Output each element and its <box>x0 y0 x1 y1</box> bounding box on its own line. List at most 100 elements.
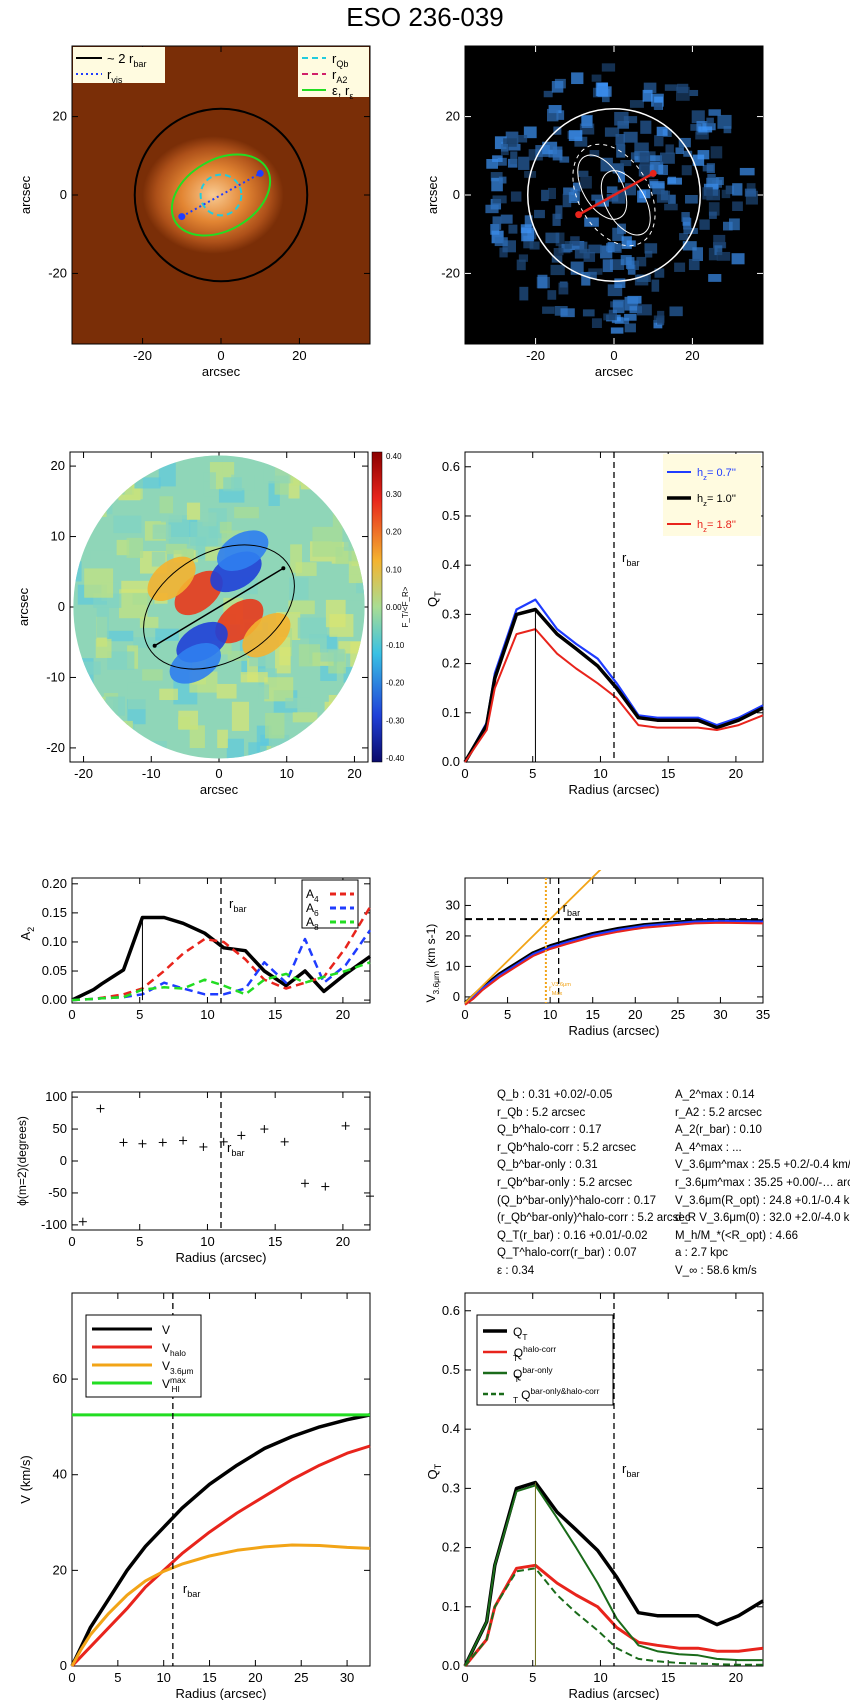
signal-pixel <box>490 172 503 182</box>
signal-pixel <box>602 259 613 273</box>
x-tick-label: 25 <box>294 1670 308 1685</box>
rbar-label: rbar <box>563 900 581 918</box>
signal-pixel <box>558 282 569 295</box>
signal-pixel <box>571 72 584 85</box>
x-tick-label: 5 <box>136 1234 143 1249</box>
x-tick-label: 5 <box>114 1670 121 1685</box>
y-tick-label: 0.4 <box>442 557 460 572</box>
colorbar-tick-label: 0.10 <box>386 565 402 574</box>
signal-pixel <box>721 189 731 199</box>
x-tick-label: 0 <box>215 766 222 781</box>
signal-pixel <box>695 131 709 140</box>
phase-point <box>260 1125 269 1134</box>
legend-label: V3.6μm <box>162 1359 193 1376</box>
signal-pixel <box>494 136 507 150</box>
map-cell <box>341 490 363 504</box>
y-tick-label: -10 <box>46 669 65 684</box>
phase-point <box>199 1142 208 1151</box>
legend-label: QT <box>513 1325 527 1342</box>
y-tick-label: 30 <box>446 897 460 912</box>
signal-pixel <box>698 126 713 133</box>
series-line <box>71 906 372 1002</box>
stat-line: Q_T(r_bar) : 0.16 +0.01/-0.02 <box>497 1229 648 1242</box>
x-tick-label: 0 <box>461 766 468 781</box>
stats-right-column: A_2^max : 0.14 r_A2 : 5.2 arcsec A_2(r_bar… <box>675 1087 850 1281</box>
y-tick-label: -20 <box>46 740 65 755</box>
stat-line: A_2^max : 0.14 <box>675 1089 755 1101</box>
map-cell <box>105 630 134 642</box>
map-cell <box>73 561 82 582</box>
signal-pixel <box>485 204 499 214</box>
y-tick-label: 0.1 <box>442 1599 460 1614</box>
signal-pixel <box>534 209 545 219</box>
map-cell <box>95 638 112 658</box>
series-line <box>463 607 764 763</box>
signal-pixel <box>708 247 718 261</box>
signal-pixel <box>552 213 561 226</box>
signal-pixel <box>679 233 689 241</box>
map-cell <box>348 689 361 702</box>
signal-pixel <box>508 224 518 234</box>
map-cell <box>247 657 258 682</box>
signal-pixel <box>617 171 625 183</box>
map-cell <box>348 494 365 506</box>
signal-pixel <box>492 216 502 230</box>
map-cell <box>289 577 309 600</box>
qb-circle <box>199 173 243 217</box>
signal-pixel <box>714 245 723 256</box>
stat-line: r_Qb^bar-only : 5.2 arcsec <box>497 1176 633 1189</box>
signal-pixel <box>494 237 508 247</box>
force-lobe <box>147 556 196 602</box>
signal-pixel <box>568 192 580 204</box>
series-line <box>464 1484 763 1667</box>
phase-point <box>341 1121 350 1130</box>
legend-label: A6 <box>306 901 319 918</box>
map-cell <box>126 537 144 558</box>
signal-pixel <box>490 198 502 210</box>
signal-pixel <box>723 126 732 134</box>
signal-pixel <box>499 247 508 258</box>
signal-pixel <box>664 84 679 91</box>
map-cell <box>73 481 82 502</box>
signal-pixel <box>644 243 658 254</box>
x-tick-label: -20 <box>74 766 93 781</box>
signal-pixel <box>518 156 530 170</box>
signal-pixel <box>706 163 715 174</box>
map-cell <box>356 580 365 594</box>
signal-pixel <box>620 159 632 167</box>
legend-label: A8 <box>306 915 319 932</box>
signal-pixel <box>623 131 638 143</box>
x-tick-label: 10 <box>200 1234 214 1249</box>
signal-pixel <box>542 306 555 314</box>
map-cell <box>178 716 191 730</box>
y-axis-label: arcsec <box>425 175 440 214</box>
stat-line: Q_b^halo-corr : 0.17 <box>497 1124 602 1137</box>
signal-pixel <box>723 221 733 231</box>
y-tick-label: 0.3 <box>442 606 460 621</box>
stat-line: r_3.6μm^max : 35.25 +0.00/-… arcsec <box>675 1176 850 1189</box>
signal-pixel <box>717 114 732 129</box>
signal-pixel <box>699 219 710 230</box>
signal-pixel <box>692 247 704 261</box>
signal-pixel <box>606 194 619 202</box>
signal-pixel <box>665 144 674 154</box>
map-cell <box>297 617 327 639</box>
map-cell <box>265 712 285 739</box>
map-cell <box>332 505 356 528</box>
map-cell <box>300 460 313 490</box>
contour <box>577 154 628 220</box>
signal-pixel <box>600 157 613 172</box>
series-line <box>464 919 764 1004</box>
signal-pixel <box>642 89 653 102</box>
map-cell <box>288 600 315 615</box>
x-tick-label: 15 <box>661 1670 675 1685</box>
signal-pixel <box>651 279 660 292</box>
y-tick-label: 0.4 <box>442 1421 460 1436</box>
signal-pixel <box>578 170 589 177</box>
map-cell <box>319 730 349 748</box>
signal-pixel <box>675 147 684 155</box>
signal-pixel <box>639 189 651 199</box>
map-cell <box>113 515 142 534</box>
x-tick-label: 15 <box>202 1670 216 1685</box>
x-tick-label: 10 <box>543 1007 557 1022</box>
